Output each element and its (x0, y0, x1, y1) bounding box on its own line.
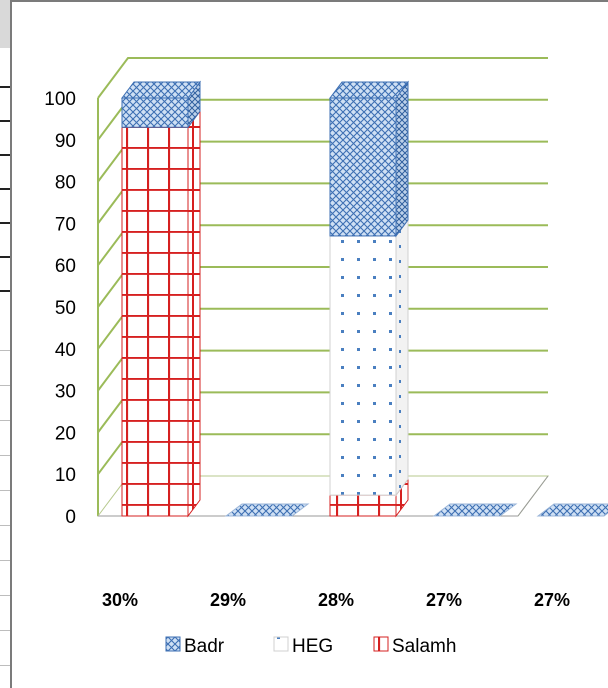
row-border (0, 490, 11, 491)
bar-segment-salamh (121, 126, 189, 517)
row-border (0, 420, 11, 421)
row-border (0, 154, 11, 156)
bar-side-badr (395, 80, 409, 238)
legend-label-salamh: Salamh (392, 636, 456, 657)
row-border (0, 455, 11, 456)
bar-side-salamh (187, 109, 201, 518)
y-tick-label: 100 (44, 89, 76, 110)
y-tick-label: 20 (55, 423, 76, 444)
gridline (97, 57, 548, 99)
category-label: 30% (102, 590, 138, 610)
bar-top-cap (121, 81, 201, 99)
row-border (0, 350, 11, 351)
row-border (0, 86, 11, 88)
row-border (0, 222, 11, 224)
empty-bar-slab (224, 503, 310, 517)
row-border (0, 525, 11, 526)
y-tick-label: 0 (65, 507, 76, 528)
legend-label-heg: HEG (292, 636, 333, 657)
y-tick-label: 10 (55, 465, 76, 486)
y-tick-label: 50 (55, 298, 76, 319)
category-label: 27% (534, 590, 570, 610)
row-border (0, 120, 11, 122)
row-border (0, 256, 11, 258)
y-tick-label: 90 (55, 131, 76, 152)
legend-swatch-salamh (373, 636, 389, 652)
row-border (0, 665, 11, 666)
row-border (0, 385, 11, 386)
y-tick-label: 70 (55, 214, 76, 235)
bar-segment-heg (329, 235, 397, 496)
row-border (0, 560, 11, 561)
legend-swatch-badr (165, 636, 181, 652)
row-border (0, 595, 11, 596)
bar-segment-salamh (329, 494, 397, 517)
floor-right-edge (517, 475, 549, 517)
category-label: 28% (318, 590, 354, 610)
legend-swatch-heg (273, 636, 289, 652)
row-border (0, 630, 11, 631)
bar-segment-badr (329, 97, 397, 237)
row-border (0, 188, 11, 190)
category-label: 27% (426, 590, 462, 610)
y-tick-label: 40 (55, 340, 76, 361)
bar-segment-badr (121, 97, 189, 128)
bar-side-heg (395, 218, 409, 497)
spreadsheet-header-cell (0, 0, 11, 48)
y-tick-label: 80 (55, 173, 76, 194)
empty-bar-slab (536, 503, 608, 517)
y-tick-label: 30 (55, 382, 76, 403)
chart-area[interactable] (10, 0, 608, 688)
category-label: 29% (210, 590, 246, 610)
row-border (0, 290, 11, 292)
bar-top-cap (329, 81, 409, 99)
y-tick-label: 60 (55, 256, 76, 277)
legend-label-badr: Badr (184, 636, 225, 657)
empty-bar-slab (432, 503, 518, 517)
